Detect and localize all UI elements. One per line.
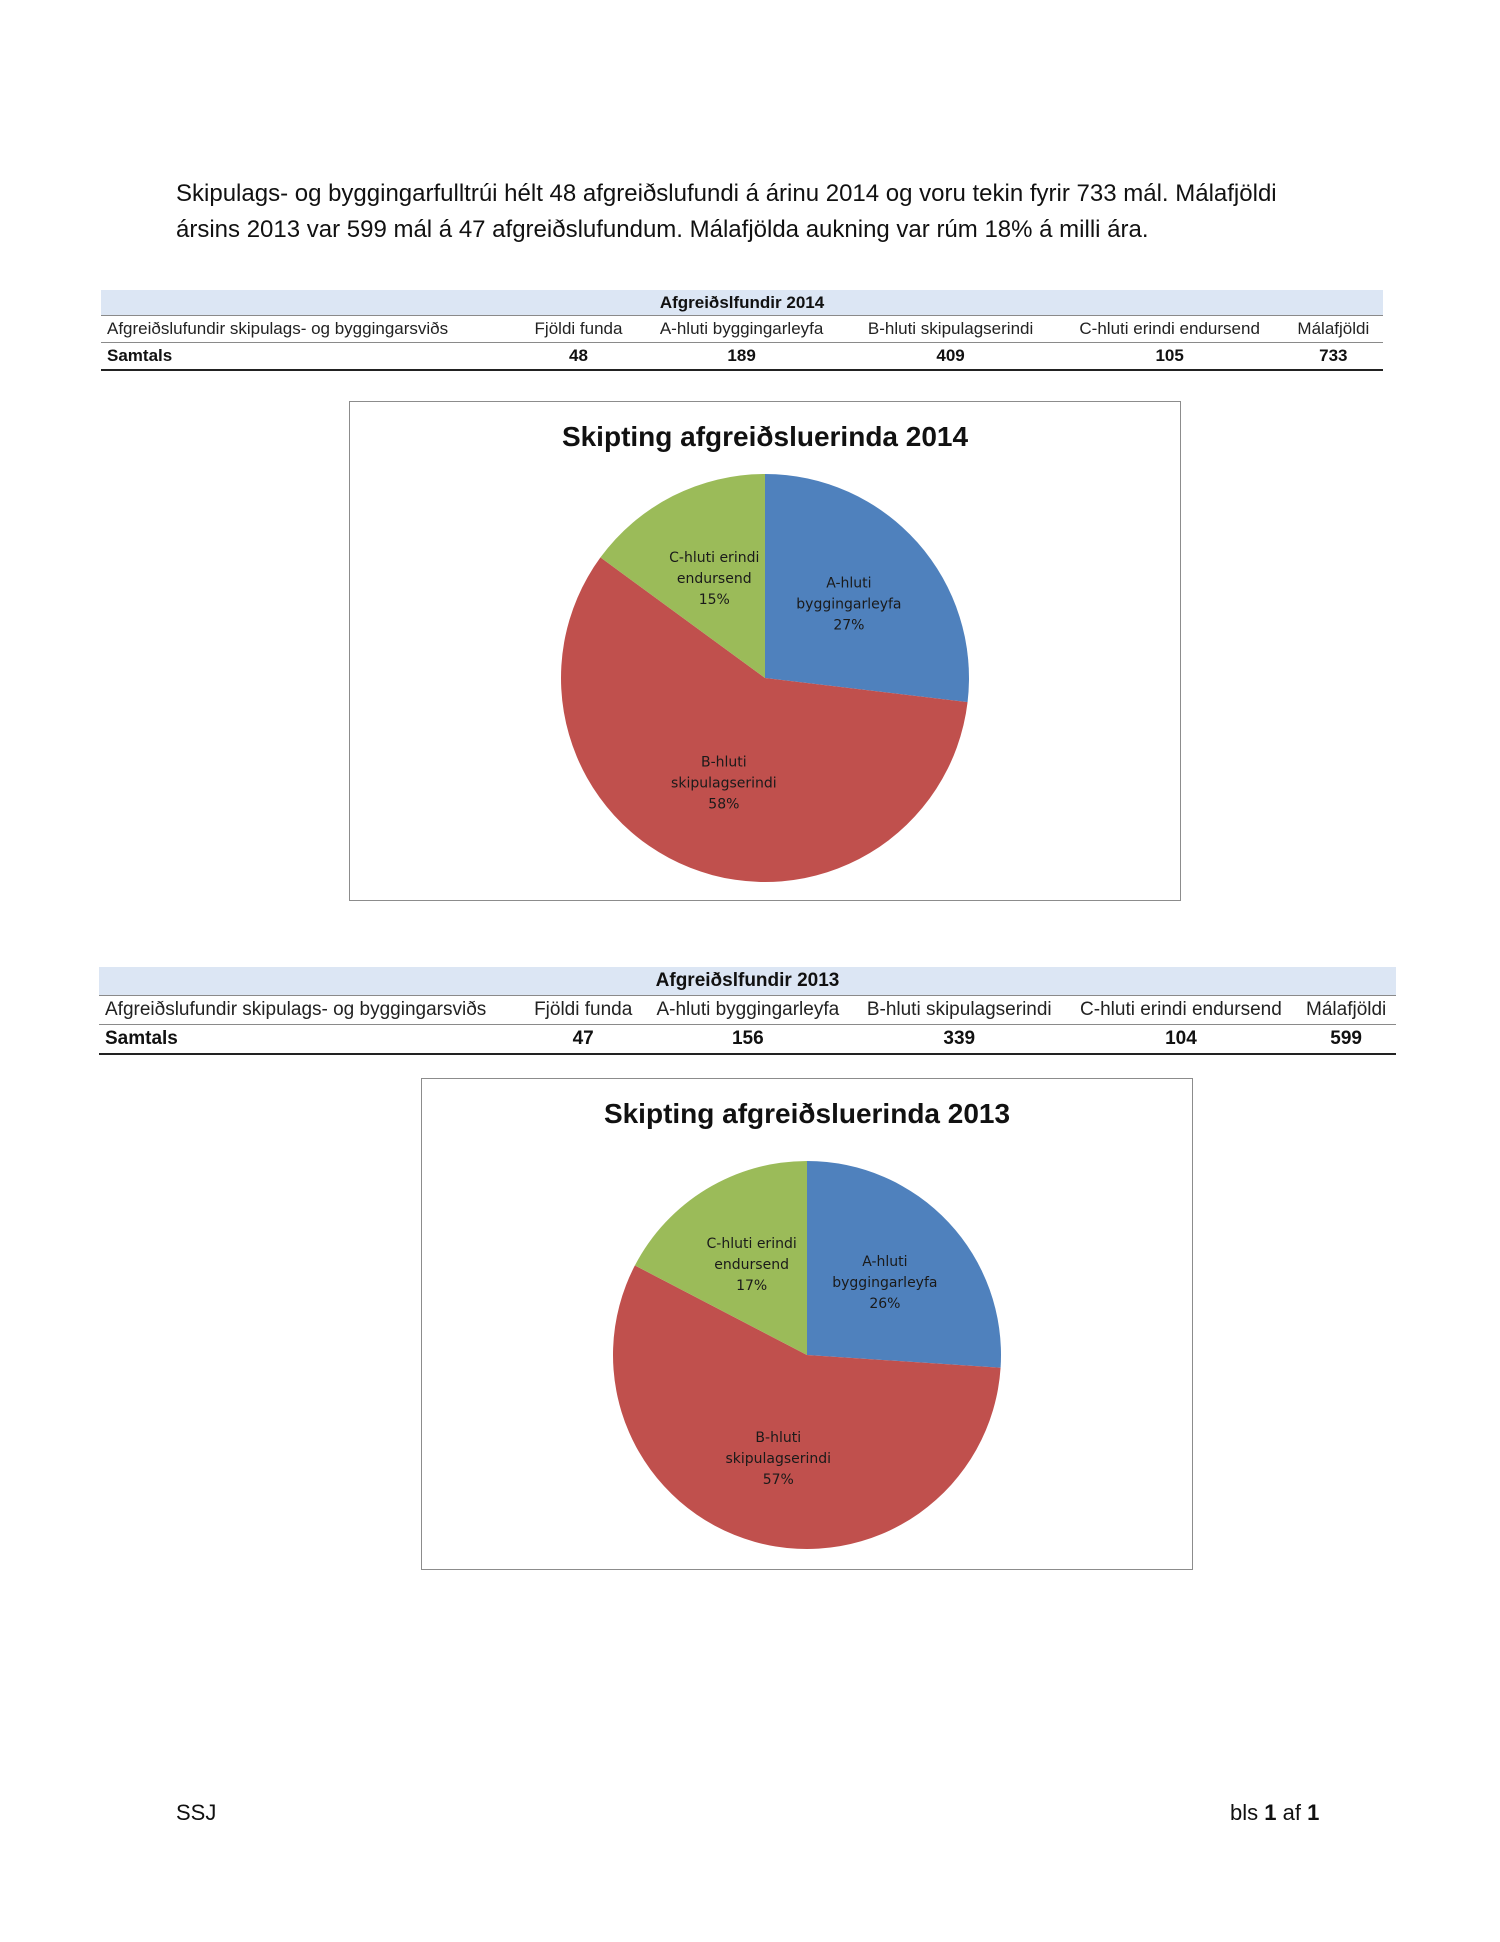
header-cell: Afgreiðslufundir skipulags- og byggingar… xyxy=(99,995,524,1025)
header-cell: C-hluti erindi endursend xyxy=(1065,995,1297,1025)
pie-slice-b xyxy=(561,557,968,883)
pie-slice-label: B-hluti skipulagserindi 58% xyxy=(671,754,777,812)
pie-slice-c xyxy=(600,474,765,678)
pie-chart-svg: Skipting afgreiðsluerinda 2013 A-hluti by… xyxy=(604,1098,1010,1549)
footer-author: SSJ xyxy=(176,1800,217,1825)
pie-slice-label: B-hluti skipulagserindi 57% xyxy=(725,1430,831,1488)
header-cell: A-hluti byggingarleyfa xyxy=(637,315,846,343)
total-cell: 156 xyxy=(642,1024,853,1055)
pie-slice-a xyxy=(765,474,969,703)
page-prefix: bls xyxy=(1230,1800,1259,1825)
total-cell: 104 xyxy=(1065,1024,1297,1055)
pie-slice-c xyxy=(634,1161,807,1355)
total-cell: Samtals xyxy=(99,1024,524,1055)
pie-slice-label: A-hluti byggingarleyfa 27% xyxy=(796,575,901,633)
total-cell: 189 xyxy=(637,342,846,371)
intro-line-2: ársins 2013 var 599 mál á 47 afgreiðsluf… xyxy=(176,216,1149,243)
pie-slice-a xyxy=(807,1161,1001,1368)
header-cell: Málafjöldi xyxy=(1283,315,1383,343)
pie-slice-label: C-hluti erindi endursend 15% xyxy=(669,550,759,608)
table-header-row: Afgreiðslufundir skipulags- og byggingar… xyxy=(99,995,1396,1025)
header-cell: Fjöldi funda xyxy=(519,315,638,343)
pie-slice-b xyxy=(613,1265,1001,1549)
total-cell: 339 xyxy=(852,1024,1066,1055)
pie-chart-2013: Skipting afgreiðsluerinda 2013 A-hluti by… xyxy=(421,1078,1193,1570)
page-current: 1 xyxy=(1264,1800,1277,1825)
header-cell: C-hluti erindi endursend xyxy=(1055,315,1284,343)
pie-slice-label: C-hluti erindi endursend 17% xyxy=(707,1236,797,1294)
intro-paragraph: Skipulags- og byggingarfulltrúi hélt 48 … xyxy=(176,176,1336,248)
pie-chart-2014: Skipting afgreiðsluerinda 2014 A-hluti by… xyxy=(349,401,1181,901)
chart-title: Skipting afgreiðsluerinda 2013 xyxy=(604,1098,1010,1129)
page-sep: af xyxy=(1282,1800,1301,1825)
table-2014: Afgreiðslfundir 2014 Afgreiðslufundir sk… xyxy=(101,290,1383,371)
table-total-row: Samtals 48 189 409 105 733 xyxy=(101,342,1383,371)
header-cell: A-hluti byggingarleyfa xyxy=(642,995,853,1025)
total-cell: 48 xyxy=(519,342,638,371)
table-2013: Afgreiðslfundir 2013 Afgreiðslufundir sk… xyxy=(99,967,1396,1055)
header-cell: Afgreiðslufundir skipulags- og byggingar… xyxy=(101,315,520,343)
total-cell: 733 xyxy=(1283,342,1383,371)
table-caption: Afgreiðslfundir 2014 xyxy=(101,290,1383,316)
total-cell: Samtals xyxy=(101,342,520,371)
pie-slice-label: A-hluti byggingarleyfa 26% xyxy=(832,1254,937,1312)
header-cell: Fjöldi funda xyxy=(523,995,643,1025)
header-cell: Málafjöldi xyxy=(1296,995,1396,1025)
total-cell: 599 xyxy=(1296,1024,1396,1055)
page-total: 1 xyxy=(1307,1800,1320,1825)
footer-page-number: bls 1 af 1 xyxy=(1230,1800,1319,1826)
total-cell: 409 xyxy=(845,342,1056,371)
header-cell: B-hluti skipulagserindi xyxy=(845,315,1056,343)
total-cell: 47 xyxy=(523,1024,643,1055)
pie-chart-svg: Skipting afgreiðsluerinda 2014 A-hluti by… xyxy=(561,421,969,883)
table-header-row: Afgreiðslufundir skipulags- og byggingar… xyxy=(101,315,1383,343)
total-cell: 105 xyxy=(1055,342,1284,371)
table-caption: Afgreiðslfundir 2013 xyxy=(99,967,1396,996)
header-cell: B-hluti skipulagserindi xyxy=(852,995,1066,1025)
chart-title: Skipting afgreiðsluerinda 2014 xyxy=(562,421,969,452)
intro-line-1: Skipulags- og byggingarfulltrúi hélt 48 … xyxy=(176,180,1277,207)
table-total-row: Samtals 47 156 339 104 599 xyxy=(99,1024,1396,1055)
